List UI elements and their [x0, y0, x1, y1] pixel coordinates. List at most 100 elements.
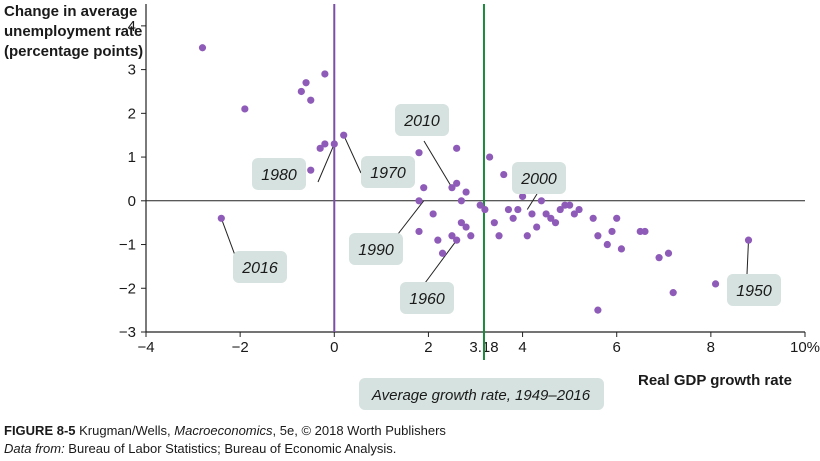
average-growth-label: Average growth rate, 1949–2016 — [371, 387, 591, 404]
year-label-2010: 2010 — [395, 104, 449, 136]
data-point — [486, 153, 494, 161]
data-point — [490, 219, 498, 227]
year-label-box — [233, 251, 287, 283]
x-tick-label: 2 — [424, 339, 432, 356]
data-point — [608, 227, 616, 236]
data-point — [457, 219, 465, 227]
year-label-box — [395, 104, 449, 136]
x-axis-label: Real GDP growth rate — [638, 372, 792, 389]
figure-label: FIGURE 8-5 — [4, 423, 76, 438]
figure-caption: FIGURE 8-5 Krugman/Wells, Macroeconomics… — [4, 422, 446, 458]
data-point — [415, 149, 423, 157]
caption-line-2: Data from: Bureau of Labor Statistics; B… — [4, 440, 446, 458]
data-point — [297, 87, 305, 96]
year-label-text: 1960 — [409, 291, 445, 308]
data-point — [603, 240, 611, 249]
data-point — [453, 236, 461, 244]
average-growth-label-box — [359, 378, 604, 410]
year-label-text: 2016 — [241, 260, 278, 277]
y-tick-label: 1 — [128, 149, 136, 166]
annotation-leader-1950 — [746, 240, 750, 275]
data-point — [415, 197, 423, 205]
data-point — [481, 205, 489, 214]
year-label-box — [727, 274, 781, 306]
data-point — [302, 79, 310, 87]
year-label-box — [400, 282, 454, 314]
year-label-text: 1980 — [261, 167, 297, 184]
data-point — [495, 232, 503, 240]
data-point — [462, 223, 470, 231]
data-point — [476, 201, 484, 209]
data-point — [664, 249, 673, 257]
data-point — [453, 179, 461, 187]
annotation-leader-1960 — [424, 239, 458, 284]
data-point — [744, 236, 753, 244]
caption-book: Macroeconomics — [174, 423, 273, 438]
data-point — [429, 210, 437, 218]
y-tick-label: −2 — [119, 280, 136, 297]
data-point — [504, 205, 513, 214]
caption-source-label: Data from: — [4, 441, 65, 456]
data-point — [655, 254, 663, 262]
data-point — [340, 131, 348, 139]
caption-author: Krugman/Wells, — [75, 423, 175, 438]
data-point — [518, 192, 527, 201]
data-point — [509, 214, 517, 222]
data-point — [613, 214, 621, 222]
annotation-leader-2010 — [423, 140, 453, 188]
data-point — [434, 236, 442, 244]
year-label-2016: 2016 — [233, 251, 287, 283]
data-point — [589, 214, 597, 222]
data-point — [467, 232, 475, 240]
data-point — [711, 280, 720, 288]
data-point — [528, 210, 536, 218]
x-tick-label: 6 — [613, 339, 621, 356]
year-label-1970: 1970 — [361, 156, 415, 188]
x-tick-label: 8 — [707, 339, 715, 356]
data-point — [307, 166, 315, 174]
data-point — [547, 214, 555, 222]
average-growth-callout: Average growth rate, 1949–2016 — [359, 378, 604, 410]
data-point — [448, 184, 456, 192]
data-point — [330, 140, 338, 148]
year-label-text: 1970 — [370, 165, 406, 182]
year-label-2000: 2000 — [512, 162, 566, 194]
year-label-box — [361, 156, 415, 188]
year-label-text: 2010 — [403, 113, 440, 130]
data-point — [570, 210, 578, 218]
year-label-1980: 1980 — [252, 158, 306, 190]
data-point — [420, 184, 428, 192]
year-label-text: 1950 — [736, 283, 772, 300]
year-label-box — [252, 158, 306, 190]
data-point — [457, 197, 465, 205]
year-label-text: 1990 — [358, 242, 394, 259]
data-point — [566, 201, 574, 209]
data-point — [669, 289, 677, 297]
y-tick-label: −3 — [119, 324, 136, 341]
annotation-leader-1980 — [317, 143, 335, 183]
annotation-leader-2016 — [220, 218, 237, 259]
year-label-box — [349, 233, 403, 265]
data-point — [533, 223, 541, 231]
data-point — [321, 140, 329, 148]
x-tick-label: 0 — [330, 339, 338, 356]
data-point — [514, 205, 522, 214]
data-point — [198, 44, 207, 52]
data-point — [316, 144, 324, 152]
year-label-1960: 1960 — [400, 282, 454, 314]
year-label-text: 2000 — [520, 171, 557, 188]
data-point — [321, 70, 329, 78]
data-point — [415, 227, 423, 236]
y-tick-label: −1 — [119, 237, 136, 254]
y-axis-label: Change in average unemployment rate (per… — [4, 3, 144, 60]
data-point — [500, 170, 508, 179]
data-point — [542, 210, 550, 218]
year-label-box — [512, 162, 566, 194]
data-point — [594, 306, 602, 314]
annotation-leader-1970 — [343, 134, 362, 174]
data-point — [448, 232, 456, 240]
data-point — [438, 249, 447, 257]
data-point — [307, 96, 315, 104]
x-tick-label: 4 — [518, 339, 526, 356]
